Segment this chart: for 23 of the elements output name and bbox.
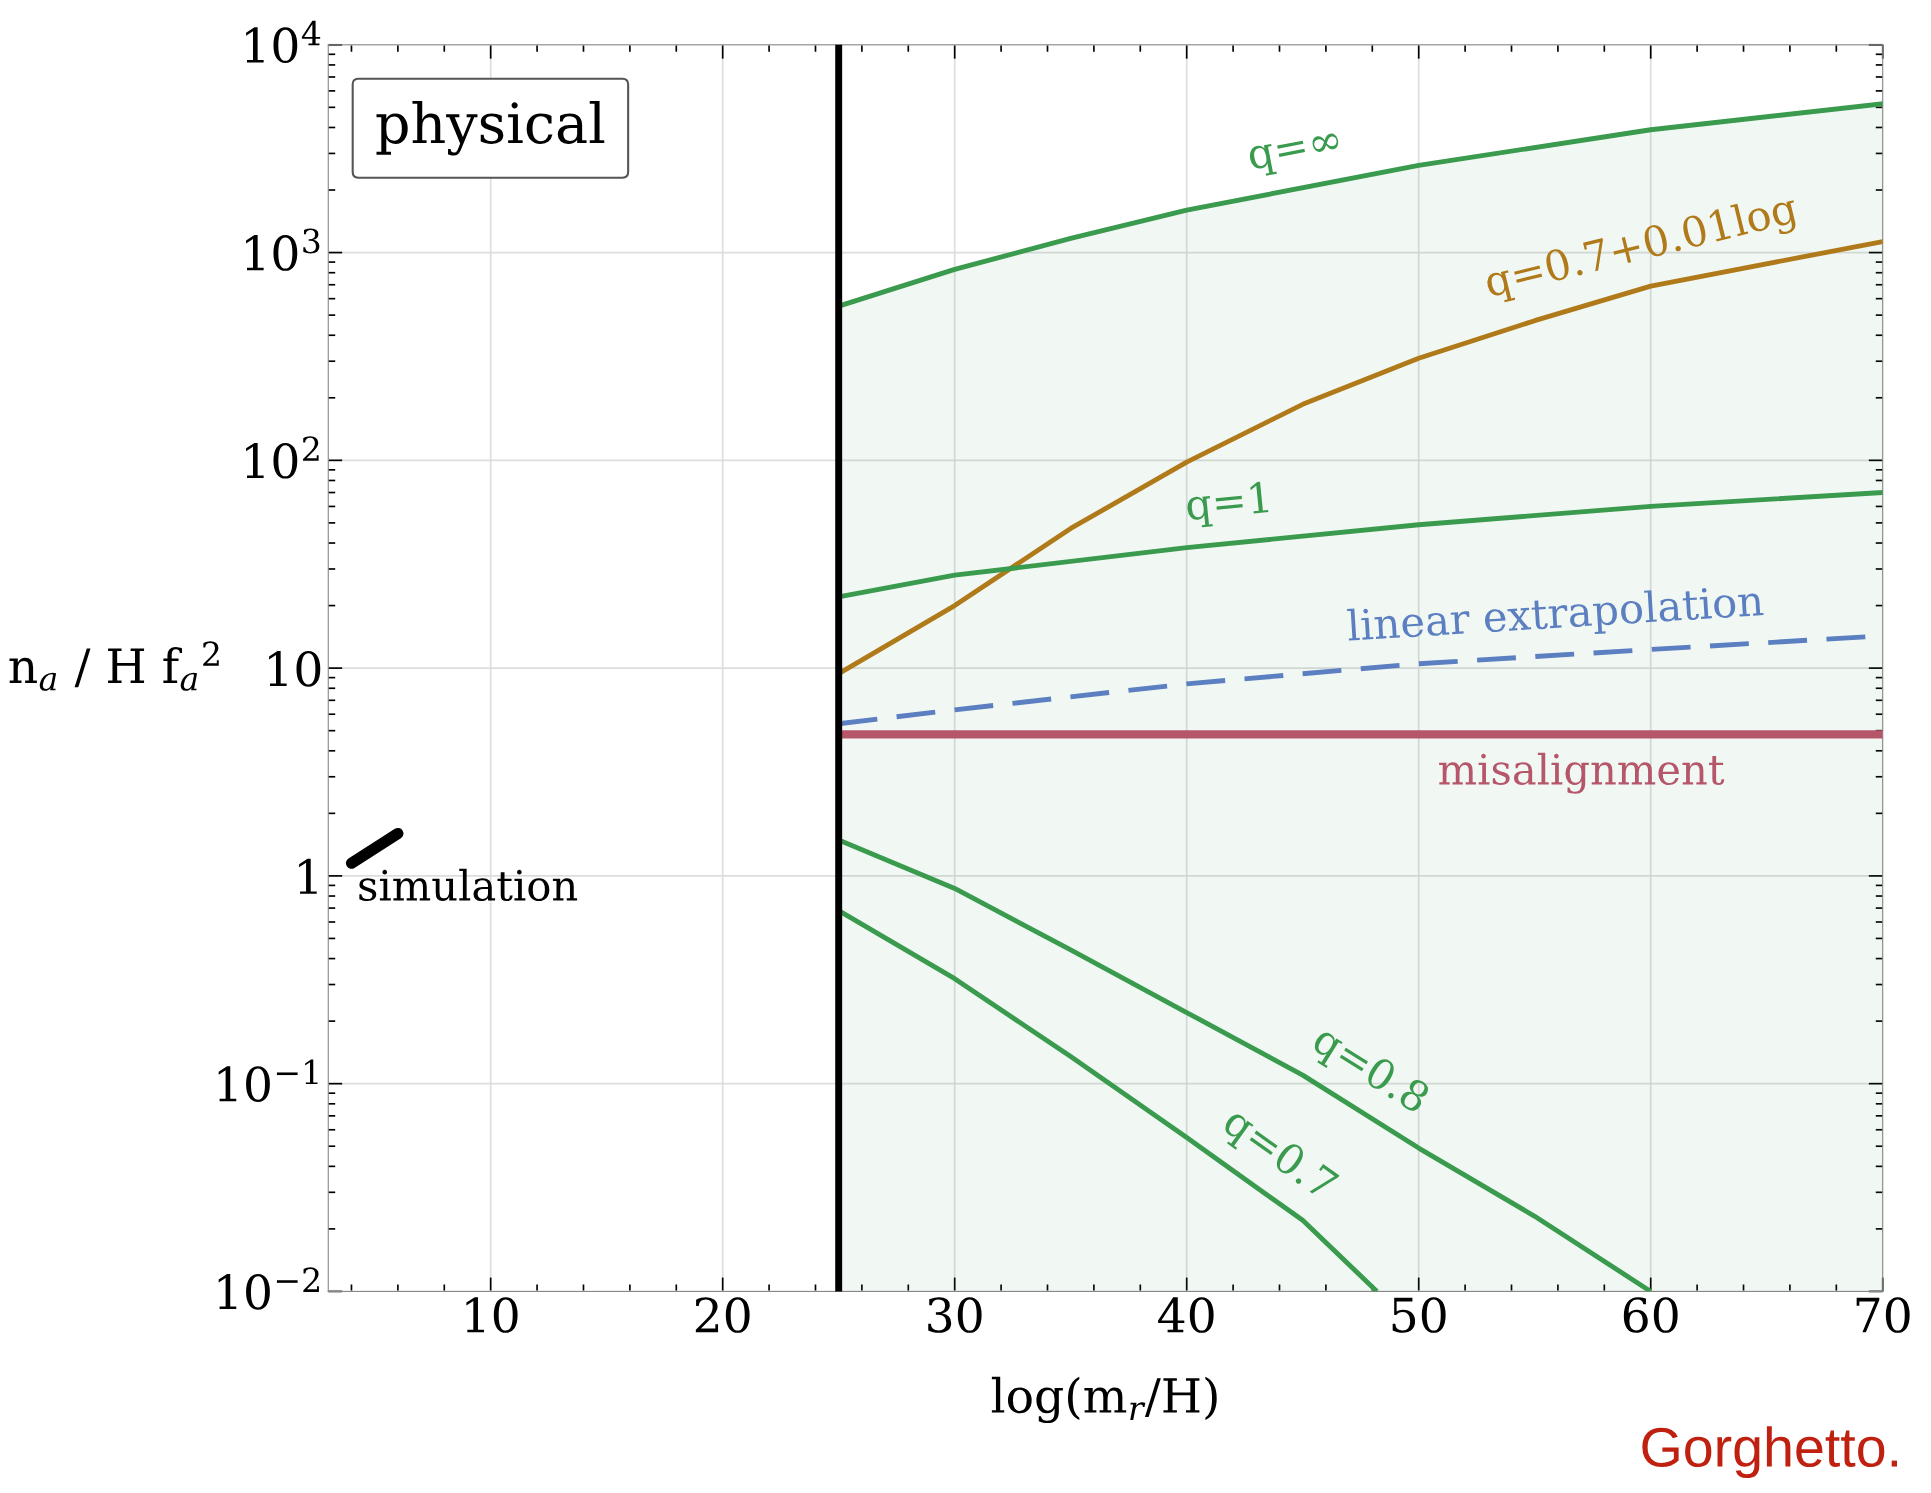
y-tick-label: 10$^{4}$	[246, 20, 321, 64]
y-tick-label: 10$^{−2}$	[218, 1267, 319, 1310]
series-label: q=∞	[1248, 130, 1343, 179]
legend-label: simulation	[359, 868, 578, 902]
x-axis-title: log(m$_{r}$/H)	[991, 1376, 1217, 1424]
y-axis-title: n$_{a}$ / H f$_{a}$$^{2}$	[9, 641, 219, 691]
y-tick-label: 1	[299, 858, 317, 894]
y-tick-label: 10	[269, 651, 321, 687]
y-tick-label: 10$^{2}$	[246, 436, 319, 479]
y-tick-label: 10$^{3}$	[246, 228, 320, 271]
x-tick-label: 30	[928, 1297, 982, 1333]
x-tick-label: 40	[1158, 1297, 1214, 1333]
x-tick-label: 70	[1856, 1297, 1910, 1333]
x-tick-label: 60	[1623, 1297, 1678, 1333]
text: q=1	[1185, 481, 1270, 529]
y-tick-label: 10$^{−1}$	[218, 1059, 318, 1102]
annotation: physical	[376, 100, 605, 156]
series-label: linear extrapolation	[1347, 583, 1765, 650]
x-tick-label: 20	[695, 1297, 750, 1333]
x-tick-label: 10	[466, 1297, 518, 1333]
x-tick-label: 50	[1392, 1297, 1446, 1333]
text: Gorghetto.	[1642, 1426, 1897, 1479]
series-label: misalignment	[1439, 752, 1725, 794]
